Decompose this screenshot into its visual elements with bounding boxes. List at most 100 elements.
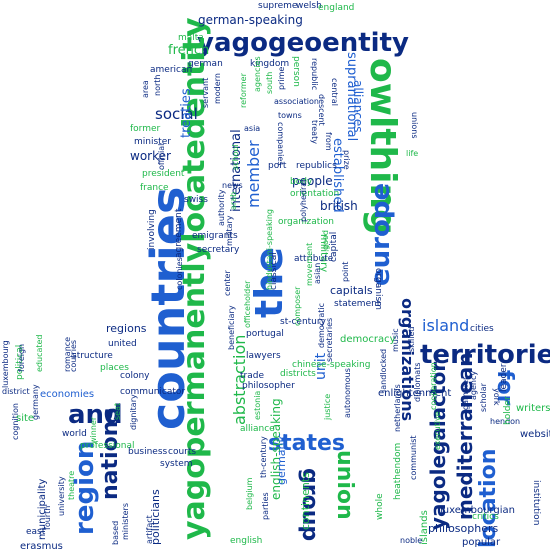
word-yagogeoentity: yagogeoentity xyxy=(197,28,409,58)
word-treaty: treaty xyxy=(310,120,319,144)
word-kingdom: kingdom xyxy=(250,59,290,69)
word-british: british xyxy=(320,199,358,213)
word-autonomous: autonomous xyxy=(343,368,352,418)
word-executive: executive xyxy=(433,411,442,450)
word-system: system xyxy=(160,459,193,469)
word-agency: agency xyxy=(469,370,478,400)
word-modern: modern xyxy=(213,73,222,104)
word-union: union xyxy=(332,450,357,520)
word-philosopher: philosopher xyxy=(242,381,295,391)
word-france: france xyxy=(140,183,169,193)
word-districts: districts xyxy=(280,369,316,379)
word-capital: capital xyxy=(329,231,339,262)
word-heathendom: heathendom xyxy=(393,442,403,500)
word-statement: statement xyxy=(334,299,381,309)
word-asian: asian xyxy=(313,262,322,284)
word-skilled: skilled xyxy=(407,326,416,352)
word-alliances: alliances xyxy=(351,80,365,133)
word-website: website xyxy=(520,429,550,440)
word-cities: cities xyxy=(470,324,494,334)
word-seat: seat xyxy=(113,402,122,420)
word-lawyers: lawyers xyxy=(246,351,281,361)
word-east: east xyxy=(26,527,46,537)
word-school: school xyxy=(231,144,240,170)
word-continents: continents xyxy=(299,472,312,530)
word-german: german xyxy=(188,59,223,69)
word-movement: movement xyxy=(305,242,314,286)
word-organization: organization xyxy=(278,217,334,227)
word-german-speaking: german-speaking xyxy=(198,13,303,27)
word-area: area xyxy=(141,80,150,98)
word-music: music xyxy=(391,328,400,352)
word-portugal: portugal xyxy=(246,329,284,339)
word-england: england xyxy=(318,3,355,13)
word-institution: institution xyxy=(531,480,541,526)
word-st-century: st-century xyxy=(280,317,326,327)
word-and: and xyxy=(68,400,123,430)
word-republic: republic xyxy=(310,58,319,91)
word-netherlands: netherlands xyxy=(393,384,402,432)
word-nations: nations xyxy=(98,407,123,500)
word-chinese-speaking: chinese-speaking xyxy=(292,360,371,370)
word-president: president xyxy=(142,169,185,179)
word-alliance: alliance xyxy=(240,424,275,434)
word-central: central xyxy=(330,78,339,106)
word-erasmus: erasmus xyxy=(20,541,63,552)
word-unions: unions xyxy=(410,112,419,139)
word-people: people xyxy=(292,174,333,188)
word-critics: critics xyxy=(472,512,499,522)
word-university: university xyxy=(57,476,66,516)
word-world: world xyxy=(62,429,87,439)
word-coutries: coutries xyxy=(69,339,78,372)
word-structure: structure xyxy=(72,351,113,361)
word-south: south xyxy=(265,71,274,94)
word-association: association xyxy=(274,97,319,106)
word-trade: trade xyxy=(240,371,264,381)
word-site: site xyxy=(16,413,35,424)
word-point: point xyxy=(341,261,350,282)
word-foreign: foreign xyxy=(17,343,26,372)
word-person: person xyxy=(291,56,301,87)
word-noble: noble xyxy=(400,536,423,545)
word-involving: involving xyxy=(147,209,157,250)
word-philosophers: philosophers xyxy=(428,522,499,535)
word-social: social xyxy=(155,105,198,123)
word-colony: colony xyxy=(120,371,150,381)
word-writers: writers xyxy=(516,403,550,414)
word-welsh: welsh xyxy=(296,1,322,11)
word-towns: towns xyxy=(278,111,302,120)
word-estonia: estonia xyxy=(253,390,262,420)
word-prime: prime xyxy=(277,66,286,90)
word-united: united xyxy=(108,339,137,349)
word-from: from xyxy=(324,132,333,151)
word-hendon: hendon xyxy=(490,417,521,426)
word-life: life xyxy=(406,149,419,158)
word-arab: arab xyxy=(229,191,238,210)
word-official: official xyxy=(157,143,166,170)
word-treaties: treaties xyxy=(179,88,194,138)
word-democracy: democracy xyxy=(340,334,396,345)
word-republics: republics xyxy=(296,161,337,171)
word-composer: composer xyxy=(293,286,302,326)
word-based: based xyxy=(111,520,120,545)
word-popular: popular xyxy=(462,537,501,548)
word-theatre: theatre xyxy=(67,470,76,500)
word-th-century: th-century xyxy=(259,436,268,478)
word-dignitary: dignitary xyxy=(129,394,138,430)
word-communist: communist xyxy=(409,435,418,480)
word-french: french xyxy=(168,43,210,58)
word-north: north xyxy=(153,74,162,96)
word-center: center xyxy=(223,270,232,296)
word-malta: malta xyxy=(178,33,204,43)
word-parties: parties xyxy=(261,492,270,520)
word-agencies: agencies xyxy=(253,56,262,92)
word-news: news xyxy=(222,181,243,190)
word-courts: courts xyxy=(168,447,197,457)
word-cooperation: cooperation xyxy=(429,362,438,410)
word-prize: prize xyxy=(342,150,351,170)
word-companies: companies xyxy=(276,122,285,166)
word-luxembourgian: luxembourgian xyxy=(440,505,515,516)
word-luxembourg: luxembourg xyxy=(1,340,10,388)
word-member: member xyxy=(244,140,263,208)
